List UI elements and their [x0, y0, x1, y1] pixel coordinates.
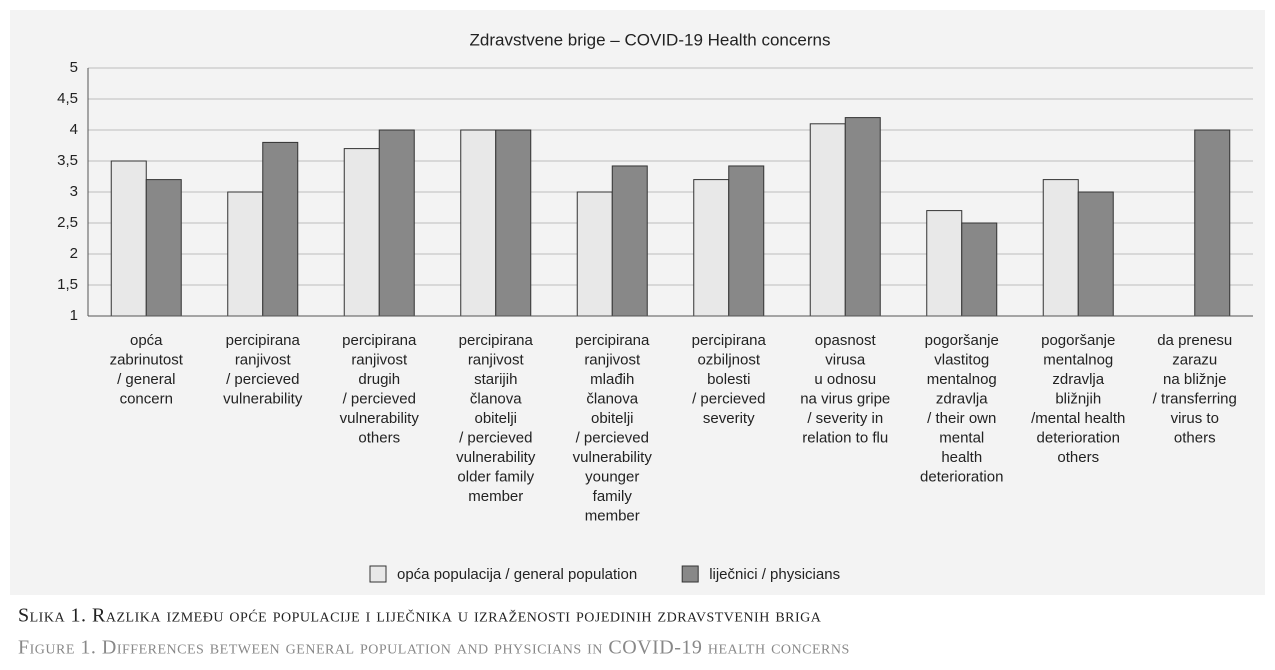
- bar: [611, 165, 648, 317]
- bar: [227, 191, 264, 317]
- x-tick-label: percipirana ranjivost starijih članova obite…: [456, 332, 536, 505]
- y-tick-label: 5: [70, 59, 78, 76]
- bar: [343, 148, 380, 317]
- y-tick-label: 2: [70, 245, 78, 262]
- bar: [728, 165, 765, 317]
- y-tick-label: 4: [70, 121, 78, 138]
- y-tick-label: 4,5: [57, 90, 78, 107]
- bar: [809, 123, 846, 317]
- caption: Figure 1. Differences between general po…: [18, 637, 850, 659]
- chart-title: Zdravstvene brige – COVID-19 Health conc…: [470, 30, 831, 49]
- caption: Slika 1. Razlika između opće populacije …: [18, 605, 822, 627]
- x-tick-label: pogoršanje vlastitog mentalnog zdravlja / th…: [920, 332, 1003, 486]
- x-tick-label: opća zabrinutost / general concern: [110, 332, 184, 408]
- x-tick-label: percipirana ranjivost drugih / percieved vul…: [340, 332, 420, 447]
- bar: [378, 129, 415, 317]
- bar: [844, 117, 881, 317]
- y-tick-label: 2,5: [57, 214, 78, 231]
- bar: [693, 179, 730, 317]
- x-tick-label: percipirana ozbiljnost bolesti / percieved s…: [692, 332, 767, 427]
- x-tick-label: opasnost virusa u odnosu na virus gripe / se…: [800, 332, 890, 447]
- y-tick-label: 3: [70, 183, 78, 200]
- legend-label: liječnici / physicians: [709, 566, 840, 583]
- y-tick-label: 1: [70, 307, 78, 324]
- bar: [1194, 129, 1231, 317]
- x-tick-label: percipirana ranjivost / percieved vulnerabi…: [223, 332, 303, 408]
- bar: [961, 222, 998, 317]
- bar: [1042, 179, 1079, 317]
- bar: [1077, 191, 1114, 317]
- bar: [495, 129, 532, 317]
- bar: [262, 141, 299, 317]
- legend-swatch: [681, 565, 699, 583]
- legend-label: opća populacija / general population: [397, 566, 637, 583]
- y-tick-label: 3,5: [57, 152, 78, 169]
- legend-swatch: [369, 565, 387, 583]
- bar: [145, 179, 182, 317]
- x-tick-label: percipirana ranjivost mlađih članova obitelj…: [573, 332, 653, 525]
- bar: [576, 191, 613, 317]
- bar: [460, 129, 497, 317]
- x-tick-label: da prenesu zarazu na bližnje / transferring…: [1153, 332, 1237, 447]
- y-tick-label: 1,5: [57, 276, 78, 293]
- bar: [110, 160, 147, 317]
- bar: [926, 210, 963, 317]
- x-tick-label: pogoršanje mentalnog zdravlja bližnjih/ment…: [1031, 332, 1125, 466]
